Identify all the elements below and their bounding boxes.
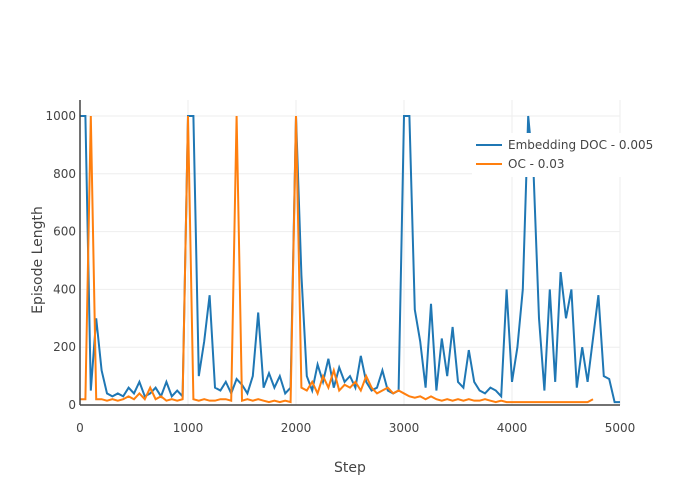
- x-tick-label: 3000: [389, 421, 420, 435]
- y-tick-label: 1000: [45, 109, 76, 123]
- series-line-1: [80, 115, 594, 404]
- y-axis-label: Episode Length: [30, 206, 46, 314]
- x-tick-label: 2000: [281, 421, 312, 435]
- x-tick-label: 4000: [497, 421, 528, 435]
- x-tick-label: 0: [76, 421, 84, 435]
- y-tick-label: 400: [53, 282, 76, 296]
- y-tick-label: 200: [53, 340, 76, 354]
- y-tick-label: 600: [53, 225, 76, 239]
- legend-label-oc[interactable]: OC - 0.03: [508, 157, 565, 171]
- x-tick-label: 5000: [605, 421, 636, 435]
- x-tick-label: 1000: [173, 421, 204, 435]
- y-tick-label: 800: [53, 167, 76, 181]
- legend: Embedding DOC - 0.005 OC - 0.03: [472, 133, 653, 177]
- y-tick-label: 0: [68, 398, 76, 412]
- legend-label-embedding-doc[interactable]: Embedding DOC - 0.005: [508, 138, 653, 152]
- x-axis-label: Step: [334, 460, 366, 476]
